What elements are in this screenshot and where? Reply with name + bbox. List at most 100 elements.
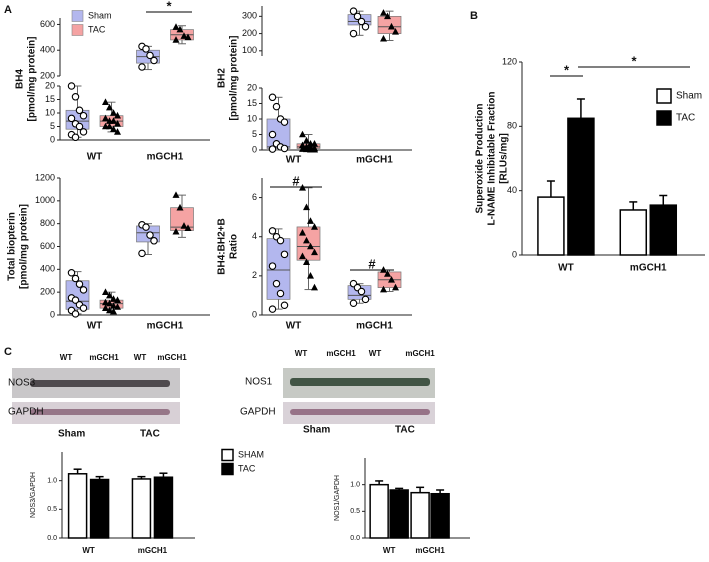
panel-label: C <box>4 346 12 358</box>
data-point <box>268 305 277 313</box>
data-point <box>172 23 180 30</box>
y-tick-label: 0 <box>50 309 55 319</box>
data-point <box>114 120 121 127</box>
y-tick-label: 80 <box>507 121 517 131</box>
data-point <box>176 203 184 211</box>
bar <box>410 491 430 539</box>
data-point <box>184 224 192 232</box>
data-point <box>79 286 88 294</box>
legend-swatch <box>656 88 672 104</box>
x-tick-label: WT <box>286 321 302 332</box>
data-point <box>268 93 277 102</box>
data-point <box>384 12 391 20</box>
panel-label: A <box>4 4 12 16</box>
data-point <box>75 280 84 288</box>
data-point <box>79 111 88 120</box>
data-point <box>303 136 310 144</box>
y-tick-label: 10 <box>45 107 55 117</box>
y-tick-label: 600 <box>40 19 55 29</box>
legend-label: SHAM <box>238 449 264 459</box>
y-tick-label: 2 <box>252 270 257 280</box>
legend-swatch <box>221 448 234 462</box>
data-point <box>280 144 289 153</box>
y-axis-label: [pmol/mg protein] <box>229 36 240 121</box>
y-tick-label: 200 <box>40 70 55 80</box>
group-label: TAC <box>395 425 415 436</box>
x-tick-label: mGCH1 <box>147 152 184 163</box>
data-point <box>114 296 121 303</box>
data-point <box>176 25 184 33</box>
y-axis-label: BH4 <box>15 69 26 89</box>
data-point <box>380 9 387 16</box>
data-point <box>110 295 117 302</box>
data-point <box>388 275 395 283</box>
data-point <box>67 269 76 277</box>
data-point <box>276 236 285 245</box>
y-tick-label: 0.5 <box>47 506 57 513</box>
x-tick-label: mGCH1 <box>356 155 393 166</box>
data-point <box>299 229 306 236</box>
group-label: Sham <box>58 429 85 440</box>
x-tick-label: mGCH1 <box>630 263 667 274</box>
bar <box>389 489 409 539</box>
data-point <box>138 249 146 258</box>
data-point <box>299 130 306 138</box>
y-tick-label: 1.0 <box>47 478 57 485</box>
data-point <box>303 203 310 211</box>
bar <box>619 209 648 256</box>
x-tick-label: mGCH1 <box>138 546 168 555</box>
x-tick-label: WT <box>558 263 574 274</box>
data-point <box>106 299 113 307</box>
y-tick-label: 0.0 <box>350 535 360 542</box>
data-point <box>311 145 318 153</box>
data-point <box>311 140 318 147</box>
data-point <box>146 231 154 239</box>
y-tick-label: 0 <box>252 144 257 154</box>
data-point <box>280 118 289 126</box>
y-tick-label: 1000 <box>35 195 55 205</box>
significance-label: * <box>564 62 570 77</box>
data-point <box>71 296 80 304</box>
data-point <box>268 227 277 235</box>
data-point <box>71 133 80 142</box>
y-tick-label: 40 <box>507 185 517 195</box>
bar <box>131 478 152 539</box>
legend-label: TAC <box>88 24 106 34</box>
bar <box>537 196 565 256</box>
y-tick-label: 4 <box>252 231 257 241</box>
y-axis-label: BH2 <box>217 68 228 88</box>
y-tick-label: 0.5 <box>350 508 360 515</box>
data-point <box>361 22 370 31</box>
data-point <box>357 287 366 296</box>
data-point <box>311 248 318 256</box>
x-tick-label: WT <box>87 321 103 332</box>
data-point <box>268 262 277 270</box>
group-label: Sham <box>303 425 330 436</box>
lane-label: WT <box>369 349 382 358</box>
data-point <box>102 298 109 306</box>
data-point <box>272 102 281 111</box>
data-point <box>349 7 358 15</box>
data-point <box>71 274 80 283</box>
x-tick-label: WT <box>286 155 302 166</box>
data-point <box>106 306 113 314</box>
data-point <box>71 310 80 318</box>
data-point <box>180 32 188 39</box>
data-point <box>138 63 146 71</box>
data-point <box>150 237 158 245</box>
lane-label: mGCH1 <box>326 349 356 358</box>
blot-images <box>12 368 435 424</box>
data-point <box>114 128 121 135</box>
y-axis-label: NOS3/GAPDH <box>30 472 37 518</box>
data-point <box>361 295 370 304</box>
data-point <box>102 288 109 295</box>
data-point <box>142 45 150 53</box>
data-point <box>172 191 180 198</box>
data-point <box>75 106 84 115</box>
x-tick-label: WT <box>82 546 95 555</box>
data-point <box>380 285 387 293</box>
row-label: GAPDH <box>8 407 44 418</box>
data-point <box>79 304 88 312</box>
group-label: TAC <box>140 429 160 440</box>
y-tick-label: 10 <box>247 113 257 123</box>
